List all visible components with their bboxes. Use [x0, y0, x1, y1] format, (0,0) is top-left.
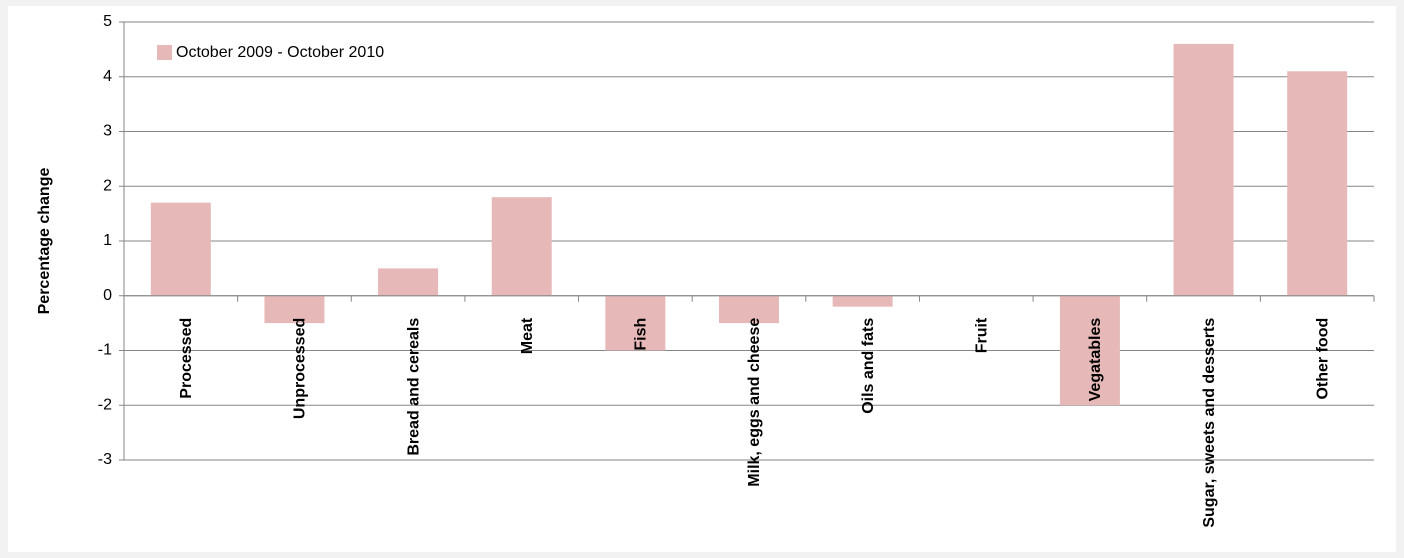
x-tick-label: Sugar, sweets and desserts [1201, 318, 1218, 528]
bar [1173, 43, 1234, 296]
x-tick-label: Bread and cereals [405, 318, 422, 456]
y-tick-label: 4 [103, 68, 112, 85]
y-axis-title: Percentage change [36, 168, 53, 315]
y-tick-label: -2 [98, 396, 112, 413]
y-tick-label: 5 [103, 13, 112, 30]
x-tick-label: Milk, eggs and cheese [746, 318, 763, 487]
bar [605, 295, 666, 351]
y-tick-label: 2 [103, 177, 112, 194]
bar [378, 268, 439, 296]
bar [1059, 295, 1120, 406]
y-tick-label: -1 [98, 342, 112, 359]
x-tick-label: Vegatables [1087, 318, 1104, 402]
y-tick-label: 3 [103, 123, 112, 140]
bar [832, 295, 893, 307]
y-tick-label: 1 [103, 232, 112, 249]
x-tick-label: Oils and fats [860, 318, 877, 414]
x-tick-label: Other food [1314, 318, 1331, 400]
y-tick-label: 0 [103, 287, 112, 304]
legend-swatch [157, 45, 172, 60]
x-tick-label: Fish [633, 318, 650, 351]
bar [150, 202, 211, 296]
x-tick-label: Fruit [973, 317, 990, 353]
bar [1287, 71, 1348, 296]
legend-label: October 2009 - October 2010 [176, 44, 384, 61]
y-tick-label: -3 [98, 451, 112, 468]
x-tick-label: Unprocessed [292, 318, 309, 419]
x-tick-label: Processed [178, 318, 195, 399]
bar [491, 197, 552, 296]
bar [264, 295, 325, 324]
chart-area [8, 6, 1396, 552]
bar [719, 295, 779, 324]
x-tick-label: Meat [519, 317, 536, 354]
